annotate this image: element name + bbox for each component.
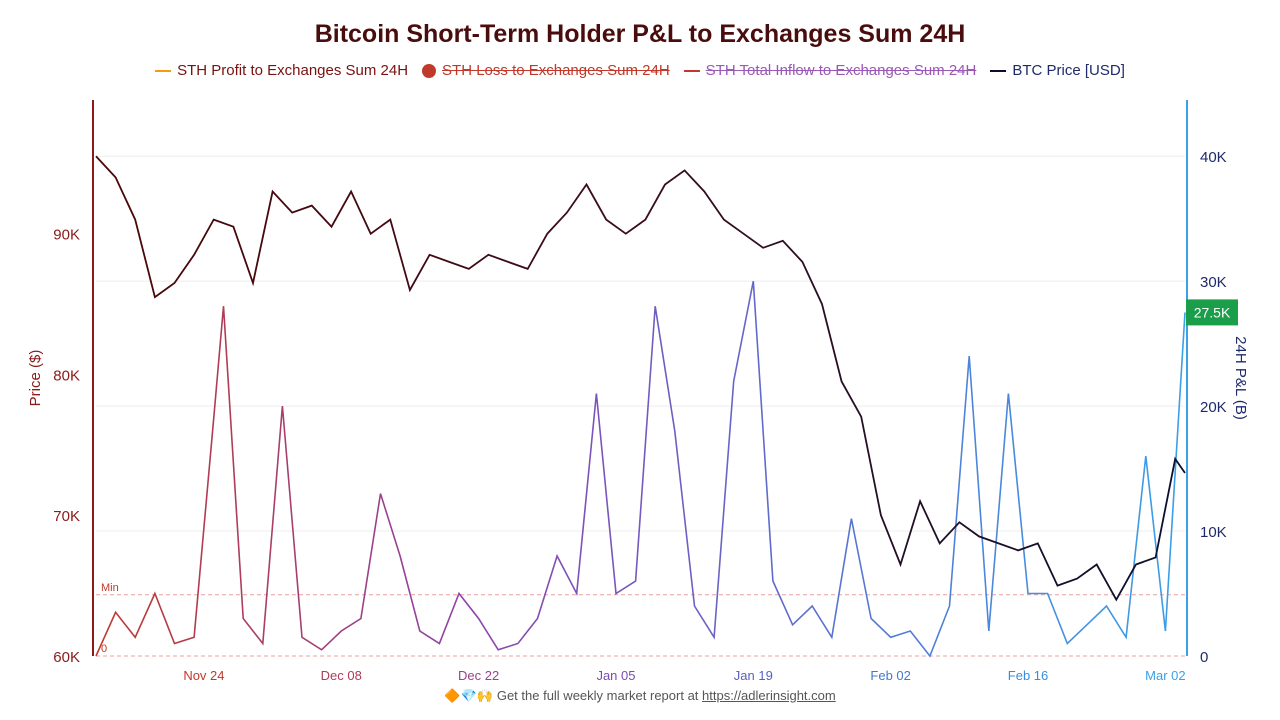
zero-label: 0 [101,643,107,655]
left-tick-label-1: 70K [53,508,80,525]
footer-link[interactable]: https://adlerinsight.com [702,688,836,703]
legend-swatch-btc-price [990,69,1007,72]
x-tick-label-7: Mar 02 [1145,668,1185,683]
right-tick-label-4: 40K [1200,149,1227,166]
chart-title: Bitcoin Short-Term Holder P&L to Exchang… [314,20,966,48]
x-tick-label-1: Dec 08 [321,668,362,683]
right-tick-label-1: 10K [1200,524,1227,541]
legend-label-profit: STH Profit to Exchanges Sum 24H [177,62,409,79]
x-tick-label-4: Jan 19 [734,668,773,683]
legend-item-loss[interactable]: STH Loss to Exchanges Sum 24H [422,62,670,79]
legend-item-btc-price[interactable]: BTC Price [USD] [990,62,1125,79]
legend-swatch-total-inflow [683,69,700,72]
left-axis-label: Price ($) [27,350,44,407]
right-tick-label-2: 20K [1200,399,1227,416]
x-tick-label-3: Jan 05 [596,668,635,683]
current-value-badge: 27.5K [1186,299,1238,326]
legend-label-total-inflow: STH Total Inflow to Exchanges Sum 24H [705,62,977,79]
current-value-label: 27.5K [1194,304,1231,320]
x-tick-label-0: Nov 24 [183,668,224,683]
min-label: Min [101,582,119,594]
left-tick-label-0: 60K [53,649,80,666]
right-tick-label-0: 0 [1200,649,1208,666]
right-axis-ticks: 0 10K 20K 30K 40K [1200,149,1227,666]
right-tick-label-3: 30K [1200,274,1227,291]
series-btc-price-line [95,155,1186,602]
x-axis-ticks: Nov 24 Dec 08 Dec 22 Jan 05 Jan 19 Feb 02 Feb … [183,668,1185,683]
footer: 🔶💎🙌 Get the full weekly market report at … [0,688,1280,704]
left-tick-label-3: 90K [53,227,80,244]
legend-swatch-loss [422,63,437,78]
x-tick-label-6: Feb 16 [1008,668,1048,683]
legend: STH Profit to Exchanges Sum 24H STH Loss… [0,62,1280,79]
legend-item-profit[interactable]: STH Profit to Exchanges Sum 24H [155,62,408,79]
grid-lines [96,155,1185,532]
legend-swatch-profit [155,69,172,72]
footer-emoji-icons: 🔶💎🙌 [444,688,493,703]
right-axis-label: 24H P&L (B) [1232,336,1249,420]
x-tick-label-5: Feb 02 [870,668,910,683]
series-sth-profit-line [95,281,1186,658]
legend-item-total-inflow[interactable]: STH Total Inflow to Exchanges Sum 24H [683,62,977,79]
footer-text: Get the full weekly market report at [496,688,703,703]
left-axis-ticks: 60K 70K 80K 90K [53,227,80,666]
legend-label-loss: STH Loss to Exchanges Sum 24H [442,62,670,79]
x-tick-label-2: Dec 22 [458,668,499,683]
legend-label-btc-price: BTC Price [USD] [1012,62,1125,79]
left-tick-label-2: 80K [53,367,80,384]
